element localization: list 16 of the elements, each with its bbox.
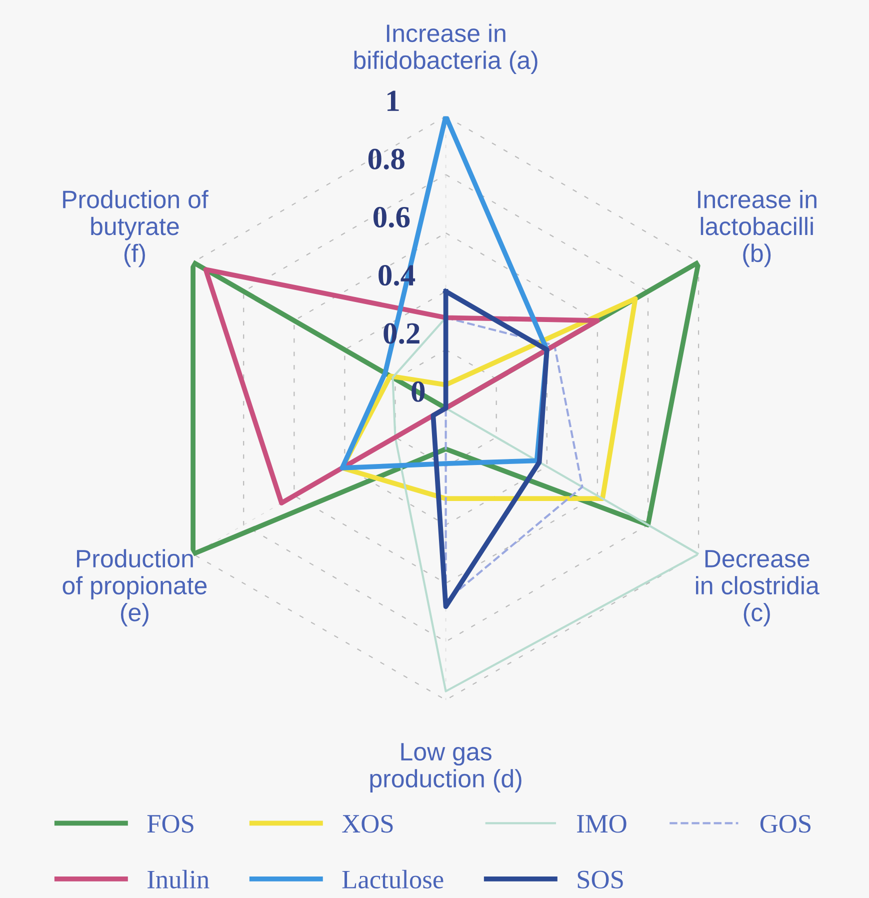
- spoke-label: Increase in lactobacilli (b): [698, 190, 816, 268]
- legend-label: Lactulose: [342, 870, 444, 888]
- legend-label: IMO: [577, 814, 626, 833]
- legend-label: FOS: [147, 814, 194, 833]
- spoke-label: Increase in bifidobacteria (a): [354, 24, 538, 74]
- legend-label: SOS: [578, 870, 623, 888]
- legend-label: GOS: [760, 814, 810, 833]
- legend-label: Inulin: [148, 870, 210, 888]
- y-tick-label: 0.6: [374, 206, 410, 228]
- spoke-label: Production of propionate (e): [62, 549, 207, 626]
- y-tick-label: 0.8: [368, 148, 404, 170]
- legend-label: XOS: [342, 814, 393, 833]
- y-tick-label: 1: [388, 90, 399, 111]
- spoke-label: Production of butyrate (f): [63, 190, 208, 268]
- spoke-label: Low gas production (d): [370, 743, 522, 792]
- spoke-label: Decrease in clostridia (c): [696, 550, 820, 626]
